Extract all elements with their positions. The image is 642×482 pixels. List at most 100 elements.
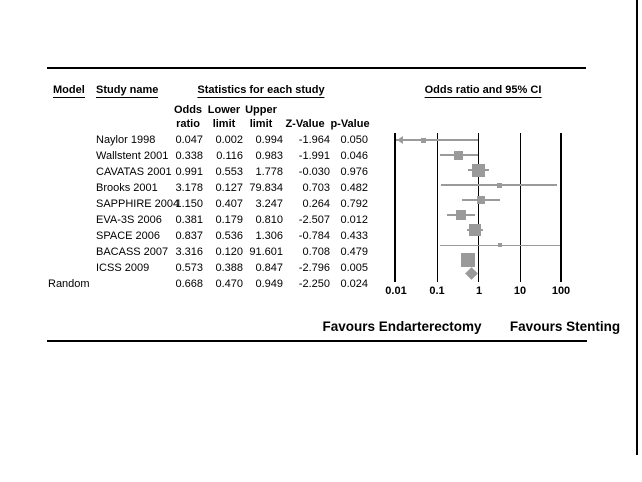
favours-right-label: Favours Stenting <box>509 319 621 334</box>
or-weight-square <box>420 137 426 143</box>
subheader-lower-line2: limit <box>212 118 236 130</box>
gridline-10 <box>520 133 521 282</box>
cell-odds-ratio: 0.991 <box>175 166 203 178</box>
cell-upper-limit: 0.983 <box>255 150 283 162</box>
table-row: CAVATAS 2001 0.991 0.553 1.778 -0.030 0.… <box>0 164 400 180</box>
cell-z-value: -0.030 <box>298 166 330 178</box>
cell-p-value: 0.050 <box>340 134 368 146</box>
cell-lower-limit: 0.116 <box>216 150 243 162</box>
cell-upper-limit: 79.834 <box>249 182 283 194</box>
axis-tick-1: 1 <box>475 285 483 297</box>
cell-odds-ratio: 1.150 <box>175 198 203 210</box>
subheader-odds-line1: Odds <box>173 104 203 116</box>
cell-upper-limit: 3.247 <box>255 198 283 210</box>
subheader-upper-line2: limit <box>249 118 273 130</box>
cell-study-name: SPACE 2006 <box>96 230 161 242</box>
cell-odds-ratio: 3.178 <box>175 182 203 194</box>
cell-z-value: -2.250 <box>298 278 330 290</box>
cell-p-value: 0.005 <box>340 262 368 274</box>
gridline-1 <box>478 133 479 282</box>
or-weight-square <box>461 253 476 267</box>
favours-left-label: Favours Endarterectomy <box>322 319 482 334</box>
bottom-rule <box>47 340 587 342</box>
cell-p-value: 0.479 <box>340 246 368 258</box>
cell-z-value: -1.964 <box>298 134 330 146</box>
cell-p-value: 0.482 <box>340 182 368 194</box>
axis-tick-0.1: 0.1 <box>429 285 445 297</box>
subheader-lower-line1: Lower <box>207 104 241 116</box>
cell-z-value: -1.991 <box>298 150 330 162</box>
cell-lower-limit: 0.120 <box>215 246 243 258</box>
axis-tick-100: 100 <box>551 285 571 297</box>
cell-p-value: 0.976 <box>340 166 368 178</box>
axis-tick-10: 10 <box>513 285 527 297</box>
subheader-upper-line1: Upper <box>245 104 277 116</box>
cell-odds-ratio: 0.338 <box>175 150 203 162</box>
gridline-0.01 <box>394 133 396 282</box>
cell-study-name: Wallstent 2001 <box>96 150 169 162</box>
cell-p-value: 0.433 <box>340 230 368 242</box>
cell-odds-ratio: 0.573 <box>175 262 203 274</box>
cell-lower-limit: 0.002 <box>215 134 243 146</box>
cell-upper-limit: 1.306 <box>255 230 283 242</box>
cell-odds-ratio: 0.668 <box>175 278 203 290</box>
or-weight-square <box>469 224 482 236</box>
cell-study-name: SAPPHIRE 2004 <box>96 198 180 210</box>
cell-lower-limit: 0.407 <box>215 198 243 210</box>
cell-z-value: -2.507 <box>298 214 330 226</box>
table-row: SAPPHIRE 2004 1.150 0.407 3.247 0.264 0.… <box>0 196 400 212</box>
or-weight-square <box>477 196 486 204</box>
table-row: BACASS 2007 3.316 0.120 91.601 0.708 0.4… <box>0 244 400 260</box>
table-row-summary: Random 0.668 0.470 0.949 -2.250 0.024 <box>0 276 400 292</box>
ci-line <box>395 139 479 141</box>
ci-clip-arrow-left <box>396 136 403 144</box>
cell-z-value: -2.796 <box>298 262 330 274</box>
subheader-z-value: Z-Value <box>285 118 325 130</box>
cell-z-value: -0.784 <box>298 230 330 242</box>
column-header-study-name: Study name <box>96 84 159 98</box>
summary-diamond <box>464 266 478 280</box>
plot-title: Odds ratio and 95% CI <box>424 84 542 98</box>
cell-p-value: 0.024 <box>340 278 368 290</box>
table-row: Wallstent 2001 0.338 0.116 0.983 -1.991 … <box>0 148 400 164</box>
cell-study-name: ICSS 2009 <box>96 262 150 274</box>
cell-upper-limit: 0.847 <box>255 262 283 274</box>
or-weight-square <box>456 210 467 220</box>
gridline-100 <box>560 133 562 282</box>
cell-p-value: 0.046 <box>340 150 368 162</box>
cell-study-name: CAVATAS 2001 <box>96 166 172 178</box>
window-right-border <box>636 0 638 455</box>
table-row: Naylor 1998 0.047 0.002 0.994 -1.964 0.0… <box>0 132 400 148</box>
column-header-statistics: Statistics for each study <box>197 84 325 98</box>
cell-odds-ratio: 0.381 <box>175 214 203 226</box>
cell-study-name: Brooks 2001 <box>96 182 158 194</box>
cell-upper-limit: 91.601 <box>249 246 283 258</box>
column-header-model: Model <box>53 84 85 98</box>
cell-odds-ratio: 0.047 <box>175 134 203 146</box>
cell-lower-limit: 0.179 <box>215 214 243 226</box>
cell-z-value: 0.264 <box>302 198 330 210</box>
or-weight-square <box>498 243 503 247</box>
cell-p-value: 0.012 <box>340 214 368 226</box>
or-weight-square <box>454 150 464 160</box>
cell-upper-limit: 1.778 <box>255 166 283 178</box>
or-weight-square <box>471 163 485 177</box>
cell-upper-limit: 0.810 <box>255 214 283 226</box>
cell-p-value: 0.792 <box>340 198 368 210</box>
cell-study-name: Naylor 1998 <box>96 134 156 146</box>
cell-model: Random <box>48 278 90 290</box>
subheader-p-value: p-Value <box>330 118 370 130</box>
axis-tick-0.01: 0.01 <box>385 285 407 297</box>
table-row: ICSS 2009 0.573 0.388 0.847 -2.796 0.005 <box>0 260 400 276</box>
cell-z-value: 0.708 <box>302 246 330 258</box>
table-row: Brooks 2001 3.178 0.127 79.834 0.703 0.4… <box>0 180 400 196</box>
cell-upper-limit: 0.949 <box>255 278 283 290</box>
gridline-0.1 <box>437 133 438 282</box>
cell-lower-limit: 0.553 <box>215 166 243 178</box>
subheader-odds-line2: ratio <box>176 118 200 130</box>
table-row: SPACE 2006 0.837 0.536 1.306 -0.784 0.43… <box>0 228 400 244</box>
cell-lower-limit: 0.470 <box>215 278 243 290</box>
cell-lower-limit: 0.127 <box>215 182 243 194</box>
